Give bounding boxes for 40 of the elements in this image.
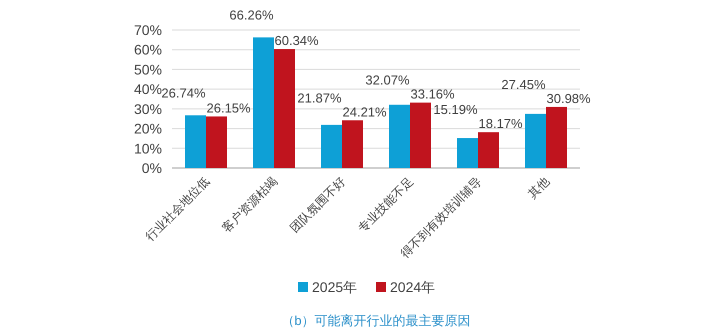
x-tick-label: 其他	[525, 174, 552, 202]
y-tick-label: 20%	[134, 120, 162, 137]
y-tick-label: 0%	[142, 160, 162, 176]
data-label: 26.74%	[161, 85, 206, 100]
data-label: 18.17%	[478, 116, 524, 132]
bar	[410, 102, 431, 168]
y-tick-label: 50%	[134, 61, 162, 78]
legend-label: 2024年	[390, 279, 436, 295]
text: （b）可能离开行业的最主要原因	[281, 313, 471, 328]
data-label: 21.87%	[297, 90, 342, 106]
bar	[206, 116, 227, 168]
bar	[389, 104, 410, 168]
data-label: 32.07%	[365, 72, 410, 88]
x-tick-label: 专业技能不足	[355, 174, 416, 236]
y-tick-label: 40%	[134, 81, 162, 98]
bar	[457, 138, 478, 168]
data-label: 60.34%	[274, 33, 320, 48]
data-label: 15.19%	[433, 102, 478, 118]
x-tick-label: 行业社会地位低	[142, 174, 212, 244]
y-tick-label: 70%	[134, 22, 162, 38]
bar	[525, 114, 546, 168]
data-label: 27.45%	[501, 76, 546, 92]
data-label: 30.98%	[546, 90, 592, 106]
y-tick-label: 60%	[134, 42, 162, 58]
data-label: 66.26%	[229, 7, 274, 22]
bar	[274, 49, 295, 168]
data-label: 33.16%	[410, 86, 456, 102]
x-tick-label: 客户资源枯竭	[219, 174, 280, 236]
bar	[253, 37, 274, 168]
legend-label: 2025年	[312, 279, 358, 295]
bar	[321, 124, 342, 168]
bar	[546, 106, 567, 168]
bar	[342, 120, 363, 168]
bar	[478, 132, 499, 168]
y-tick-label: 10%	[134, 140, 162, 156]
bar	[185, 115, 206, 168]
y-tick-label: 30%	[134, 100, 162, 117]
data-label: 26.15%	[206, 100, 252, 116]
x-tick-label: 团队氛围不好	[287, 174, 348, 236]
data-label: 24.21%	[342, 104, 388, 120]
